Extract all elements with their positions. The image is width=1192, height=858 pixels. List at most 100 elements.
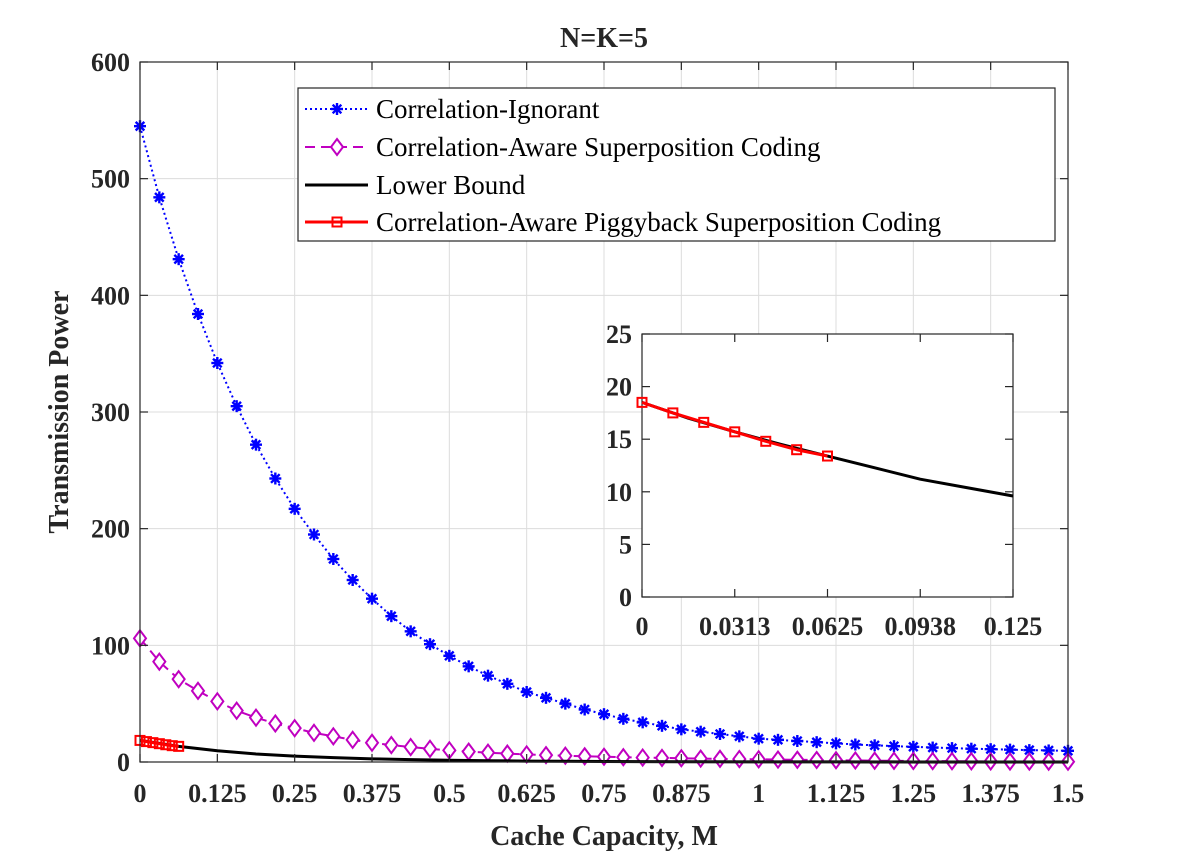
- legend-label-correlation-ignorant: Correlation-Ignorant: [376, 94, 600, 124]
- x-tick-label: 0.0938: [885, 612, 957, 641]
- data-point-asterisk: [694, 725, 707, 738]
- data-point-asterisk: [482, 669, 494, 682]
- data-point-asterisk: [1042, 744, 1055, 757]
- data-point-diamond: [790, 750, 805, 770]
- data-point-square: [153, 738, 165, 750]
- data-point-asterisk: [288, 502, 301, 515]
- data-point-square: [822, 450, 833, 462]
- series-line: [641, 400, 828, 458]
- legend-entry-piggyback-superposition-coding: Correlation-Aware Piggyback Superpositio…: [305, 207, 941, 237]
- data-point-diamond: [171, 669, 186, 689]
- data-point-diamond: [152, 652, 167, 672]
- data-point-diamond: [809, 750, 824, 770]
- data-point-asterisk: [250, 438, 262, 451]
- x-tick-label: 0.375: [343, 779, 402, 808]
- data-point-asterisk: [308, 528, 320, 541]
- data-point-asterisk: [946, 742, 958, 755]
- data-point-asterisk: [578, 703, 591, 716]
- y-tick-label: 5: [619, 530, 632, 559]
- y-tick-label: 0: [619, 583, 632, 612]
- data-point-square: [729, 426, 741, 438]
- y-tick-label: 10: [606, 478, 632, 507]
- data-point-asterisk: [636, 716, 649, 729]
- data-point-square: [698, 416, 710, 428]
- data-point-asterisk: [540, 691, 552, 704]
- data-point-asterisk: [656, 719, 668, 732]
- y-tick-label: 600: [91, 48, 130, 77]
- x-tick-label: 1.25: [891, 779, 937, 808]
- inset-series-layer: [636, 396, 1014, 498]
- data-point-asterisk: [810, 736, 823, 749]
- data-point-asterisk: [230, 400, 243, 413]
- x-tick-label: 1.375: [961, 779, 1020, 808]
- data-point-diamond: [210, 691, 225, 711]
- data-point-asterisk: [172, 253, 185, 266]
- data-point-asterisk: [346, 574, 359, 586]
- data-point-diamond: [403, 737, 418, 757]
- x-tick-label: 0: [636, 612, 649, 641]
- legend-box: [297, 87, 1056, 242]
- legend-marker-asterisk: [331, 103, 343, 115]
- legend-label-correlation-aware-superposition-coding: Correlation-Aware Superposition Coding: [376, 132, 820, 162]
- series-correlation-ignorant: [134, 120, 1074, 757]
- x-tick-label: 0.125: [188, 779, 247, 808]
- y-tick-label: 25: [606, 320, 632, 349]
- x-tick-label: 0.25: [272, 779, 318, 808]
- data-point-square: [173, 740, 185, 752]
- data-point-asterisk: [598, 708, 610, 721]
- data-point-square: [636, 396, 648, 408]
- data-point-diamond: [229, 701, 244, 721]
- data-point-asterisk: [791, 735, 804, 747]
- data-point-asterisk: [830, 737, 842, 750]
- data-point-asterisk: [211, 357, 224, 369]
- data-point-asterisk: [965, 742, 978, 755]
- y-axis-label: Transmission Power: [44, 291, 75, 534]
- legend-label-piggyback-superposition-coding: Correlation-Aware Piggyback Superpositio…: [376, 207, 941, 237]
- legend-entry-lower-bound: Lower Bound: [305, 170, 526, 200]
- data-point-asterisk: [153, 191, 166, 204]
- y-tick-label: 100: [91, 631, 130, 660]
- data-point-asterisk: [404, 625, 417, 638]
- x-tick-label: 0.0625: [792, 612, 864, 641]
- main-series-layer: [132, 120, 1076, 772]
- data-point-square: [791, 444, 803, 456]
- data-point-asterisk: [733, 730, 746, 743]
- data-point-asterisk: [366, 592, 378, 605]
- data-point-diamond: [422, 739, 438, 759]
- data-point-asterisk: [443, 649, 456, 662]
- data-point-square: [147, 737, 159, 749]
- x-tick-label: 0.0313: [699, 612, 771, 641]
- data-point-asterisk: [907, 740, 920, 753]
- y-tick-label: 15: [606, 425, 632, 454]
- data-point-asterisk: [192, 308, 204, 320]
- x-tick-label: 1.125: [807, 779, 866, 808]
- data-point-asterisk: [462, 660, 475, 673]
- data-point-asterisk: [520, 686, 533, 698]
- data-point-diamond: [364, 733, 380, 753]
- data-point-diamond: [538, 745, 554, 765]
- data-point-asterisk: [752, 732, 765, 745]
- data-point-asterisk: [327, 553, 340, 565]
- data-point-asterisk: [714, 728, 726, 740]
- data-point-square: [140, 736, 152, 748]
- y-tick-label: 400: [91, 281, 130, 310]
- legend-entry-correlation-aware-superposition-coding: Correlation-Aware Superposition Coding: [305, 132, 820, 162]
- data-point-asterisk: [617, 712, 630, 725]
- main-ticks: 0 0.125 0.25 0.375 0.5 0.625 0.75 0.875 1 1.125 1.…: [91, 48, 1084, 808]
- data-point-square: [166, 740, 178, 752]
- x-tick-label: 1: [752, 779, 765, 808]
- data-point-square: [160, 739, 172, 751]
- data-point-asterisk: [888, 740, 900, 753]
- data-point-asterisk: [559, 697, 572, 710]
- series-correlation-aware-piggyback-superposition-coding: [636, 396, 833, 462]
- x-axis-label: Cache Capacity, M: [490, 821, 718, 852]
- y-tick-label: 500: [91, 165, 130, 194]
- chart-title: N=K=5: [560, 23, 648, 54]
- y-tick-label: 200: [91, 515, 130, 544]
- series-correlation-aware-superposition-coding: [132, 628, 1076, 772]
- data-point-diamond: [770, 749, 786, 770]
- legend-marker-diamond: [329, 137, 345, 157]
- x-tick-label: 0: [134, 779, 147, 808]
- data-point-diamond: [287, 718, 302, 738]
